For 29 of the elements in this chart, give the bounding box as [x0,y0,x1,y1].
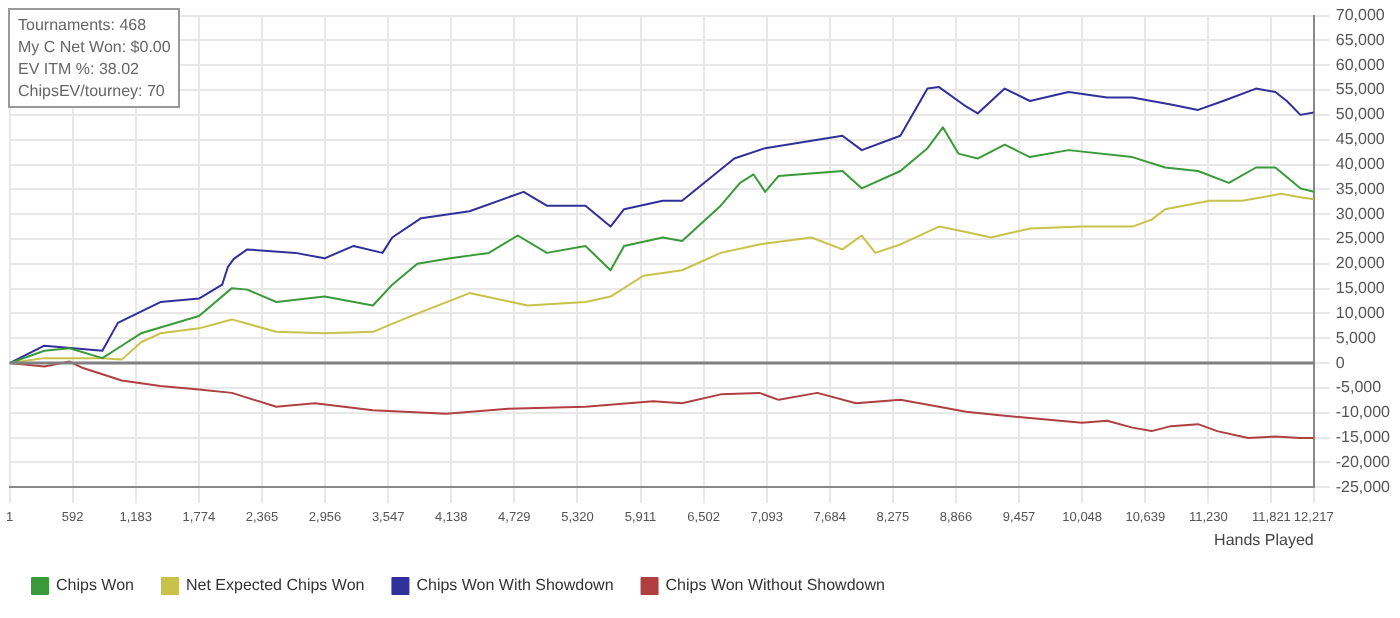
legend-label: Chips Won [56,576,134,595]
y-tick-label: 50,000 [1335,105,1386,124]
annotation: Tournaments: 468 [18,14,149,36]
y-tick-label: 60,000 [1335,55,1386,74]
y-tick-label: 10,000 [1335,303,1386,322]
x-axis-title: Hands Played [1214,530,1314,549]
y-tick-label: 15,000 [1335,279,1386,298]
y-tick-label: 25,000 [1335,229,1386,248]
annotation: My C Net Won: $0.00 [18,36,171,58]
legend-label: Chips Won With Showdown [416,576,614,595]
y-tick-label: 65,000 [1335,30,1386,49]
y-tick-label: 40,000 [1335,154,1386,173]
y-tick-label: 45,000 [1335,130,1386,149]
y-tick-label: -15,000 [1335,427,1392,446]
y-tick-label: 5,000 [1335,328,1377,347]
y-tick-label: 55,000 [1335,80,1386,99]
annotation: EV ITM %: 38.02 [18,58,141,80]
y-tick-label: 70,000 [1335,6,1386,25]
legend-label: Chips Won Without Showdown [665,576,885,595]
y-tick-label: -5,000 [1335,378,1383,397]
y-tick-label: 35,000 [1335,179,1386,198]
annotation: ChipsEV/tourney: 70 [18,80,167,102]
legend-label: Net Expected Chips Won [185,576,365,595]
y-tick-label: -20,000 [1335,452,1392,471]
y-tick-label: 30,000 [1335,204,1386,223]
y-tick-label: 20,000 [1335,254,1386,273]
y-tick-label: -25,000 [1335,477,1392,496]
y-tick-label: -10,000 [1335,403,1392,422]
y-tick-label: 0 [1335,353,1346,372]
